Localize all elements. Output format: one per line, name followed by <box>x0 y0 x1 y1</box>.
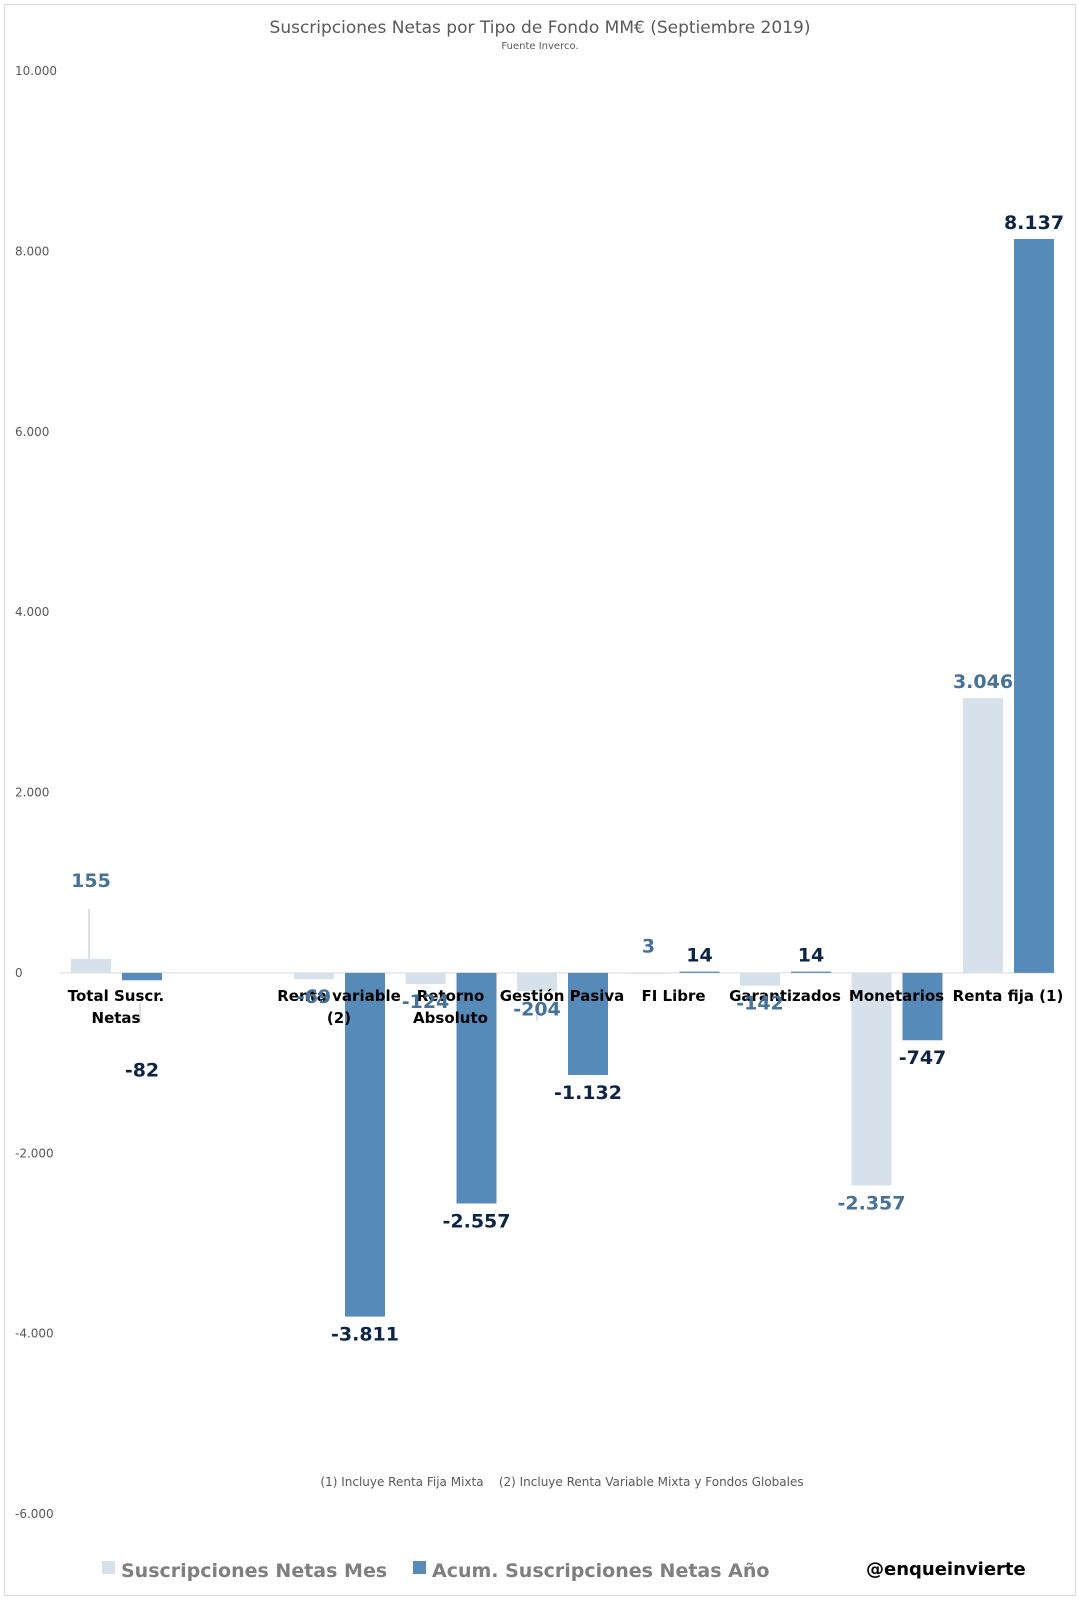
y-tick-label: -4.000 <box>15 1327 54 1341</box>
bars-group <box>71 239 1054 1317</box>
chart-title: Suscripciones Netas por Tipo de Fondo MM… <box>270 18 811 38</box>
value-label-mes-total-suscr-netas: 155 <box>71 870 111 892</box>
value-label-ano-monetarios: -747 <box>899 1047 947 1069</box>
category-label: Garantizados <box>729 987 841 1005</box>
category-label: Renta fija (1) <box>953 987 1064 1005</box>
bar-ano-gesti-n-pasiva <box>568 972 608 1075</box>
category-label: Monetarios <box>849 987 944 1005</box>
bar-ano-total-suscr-netas <box>122 972 162 981</box>
category-label: FI Libre <box>641 987 705 1005</box>
bar-mes-renta-fija-1 <box>963 698 1003 973</box>
legend-label-mes: Suscripciones Netas Mes <box>121 1560 387 1582</box>
category-label: Retorno <box>417 987 485 1005</box>
value-label-ano-fi-libre: 14 <box>686 945 712 967</box>
category-label: (2) <box>327 1009 351 1027</box>
value-label-mes-garantizados: -142 <box>736 993 784 1015</box>
bar-mes-fi-libre <box>628 972 669 974</box>
value-label-mes-gesti-n-pasiva: -204 <box>513 998 561 1020</box>
y-tick-label: 8.000 <box>15 244 49 258</box>
category-labels: Total Suscr. Netas Renta variable (2) Retorn… <box>68 987 1064 1027</box>
footnote: (1) Incluye Renta Fija Mixta (2) Incluye… <box>320 1475 803 1489</box>
category-label: Gestión Pasiva <box>500 987 625 1005</box>
legend-label-ano: Acum. Suscripciones Netas Año <box>432 1560 769 1582</box>
y-axis: 10.000 8.000 6.000 4.000 2.000 0 -2.000 -4.000 -… <box>15 64 57 1521</box>
category-label: Total Suscr. <box>68 987 164 1005</box>
leader-lines-group <box>88 908 538 1023</box>
y-tick-label: -2.000 <box>15 1146 54 1160</box>
bar-ano-garantizados <box>791 971 831 973</box>
chart-subtitle: Fuente Inverco. <box>501 41 578 52</box>
y-tick-label: 10.000 <box>15 64 57 78</box>
value-label-mes-fi-libre: 3 <box>642 936 655 958</box>
y-tick-label: 2.000 <box>15 786 49 800</box>
legend-swatch-mes <box>102 1561 115 1574</box>
value-label-mes-retorno-absoluto: -124 <box>402 991 450 1013</box>
bar-ano-renta-variable-2 <box>345 972 385 1317</box>
value-label-mes-renta-variable-2: -69 <box>297 986 331 1008</box>
bar-mes-retorno-absoluto <box>405 972 446 985</box>
bar-mes-garantizados <box>740 972 780 986</box>
bar-ano-fi-libre <box>679 971 720 973</box>
value-label-mes-renta-fija-1: 3.046 <box>953 671 1013 693</box>
category-label: Netas <box>92 1009 141 1027</box>
legend: Suscripciones Netas Mes Acum. Suscripcio… <box>102 1560 769 1582</box>
bar-ano-monetarios <box>902 972 943 1041</box>
bar-mes-gesti-n-pasiva <box>517 972 557 992</box>
bar-ano-renta-fija-1 <box>1014 239 1054 973</box>
value-label-ano-renta-variable-2: -3.811 <box>331 1324 399 1346</box>
value-label-ano-renta-fija-1: 8.137 <box>1004 212 1064 234</box>
value-label-ano-total-suscr-netas: -82 <box>125 1059 159 1081</box>
y-tick-label: 0 <box>15 966 23 980</box>
y-tick-label: 6.000 <box>15 425 49 439</box>
category-label: Absoluto <box>413 1009 488 1027</box>
y-tick-label: 4.000 <box>15 605 49 619</box>
bar-ano-retorno-absoluto <box>456 972 497 1204</box>
value-label-ano-gesti-n-pasiva: -1.132 <box>554 1082 622 1104</box>
chart-frame <box>4 4 1076 1596</box>
value-label-ano-retorno-absoluto: -2.557 <box>443 1210 511 1232</box>
value-labels: 155 -69 -124 -204 3 -142 -2.357 3.046 -82 -3.811 -… <box>71 212 1064 1346</box>
value-label-ano-garantizados: 14 <box>798 945 824 967</box>
bar-mes-monetarios <box>851 972 892 1186</box>
author-handle: @enqueinvierte <box>866 1559 1026 1580</box>
category-label: Renta variable <box>277 987 401 1005</box>
value-label-mes-monetarios: -2.357 <box>838 1192 906 1214</box>
bar-mes-renta-variable-2 <box>294 972 334 980</box>
y-tick-label: -6.000 <box>15 1507 54 1521</box>
legend-swatch-ano <box>413 1561 426 1574</box>
bar-mes-total-suscr-netas <box>71 958 111 973</box>
